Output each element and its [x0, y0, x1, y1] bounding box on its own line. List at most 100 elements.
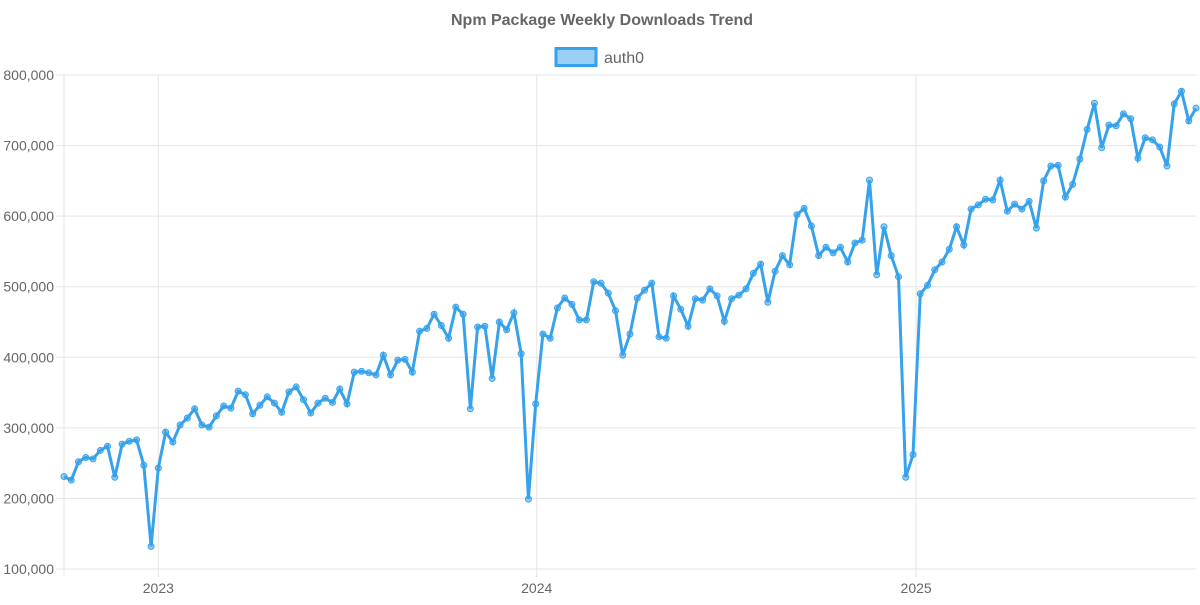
- data-point[interactable]: [321, 394, 329, 402]
- data-point[interactable]: [234, 387, 242, 395]
- data-point[interactable]: [67, 476, 75, 484]
- data-point[interactable]: [931, 266, 939, 274]
- data-point[interactable]: [198, 421, 206, 429]
- data-point[interactable]: [604, 289, 612, 297]
- data-point[interactable]: [89, 455, 97, 463]
- data-point[interactable]: [641, 286, 649, 294]
- data-point[interactable]: [524, 495, 532, 503]
- data-point[interactable]: [873, 271, 881, 279]
- data-point[interactable]: [292, 383, 300, 391]
- data-point[interactable]: [336, 385, 344, 393]
- legend[interactable]: auth0: [554, 47, 644, 68]
- data-point[interactable]: [517, 350, 525, 358]
- data-point[interactable]: [706, 285, 714, 293]
- data-point[interactable]: [111, 473, 119, 481]
- data-point[interactable]: [807, 222, 815, 230]
- data-point[interactable]: [212, 412, 220, 420]
- data-point[interactable]: [147, 542, 155, 550]
- data-point[interactable]: [916, 290, 924, 298]
- data-point[interactable]: [699, 296, 707, 304]
- data-point[interactable]: [1083, 125, 1091, 133]
- data-point[interactable]: [1032, 224, 1040, 232]
- data-point[interactable]: [894, 273, 902, 281]
- data-point[interactable]: [423, 324, 431, 332]
- data-point[interactable]: [481, 322, 489, 330]
- data-point[interactable]: [532, 400, 540, 408]
- data-point[interactable]: [162, 428, 170, 436]
- data-point[interactable]: [670, 292, 678, 300]
- data-point[interactable]: [611, 307, 619, 315]
- data-point[interactable]: [394, 356, 402, 364]
- data-point[interactable]: [379, 351, 387, 359]
- data-point[interactable]: [626, 330, 634, 338]
- data-point[interactable]: [307, 409, 315, 417]
- data-point[interactable]: [104, 442, 112, 450]
- data-point[interactable]: [372, 371, 380, 379]
- data-point[interactable]: [982, 195, 990, 203]
- data-point[interactable]: [60, 473, 68, 481]
- data-point[interactable]: [1098, 144, 1106, 152]
- data-point[interactable]: [1112, 122, 1120, 130]
- data-point[interactable]: [720, 317, 728, 325]
- data-point[interactable]: [96, 446, 104, 454]
- data-point[interactable]: [546, 334, 554, 342]
- data-point[interactable]: [757, 260, 765, 268]
- data-point[interactable]: [815, 252, 823, 260]
- data-point[interactable]: [742, 285, 750, 293]
- data-point[interactable]: [1011, 200, 1019, 208]
- data-point[interactable]: [778, 252, 786, 260]
- data-point[interactable]: [437, 322, 445, 330]
- data-point[interactable]: [960, 241, 968, 249]
- data-point[interactable]: [539, 330, 547, 338]
- data-point[interactable]: [865, 176, 873, 184]
- data-point[interactable]: [459, 310, 467, 318]
- data-point[interactable]: [387, 371, 395, 379]
- data-point[interactable]: [764, 298, 772, 306]
- data-point[interactable]: [582, 316, 590, 324]
- data-point[interactable]: [191, 405, 199, 413]
- data-point[interactable]: [1054, 161, 1062, 169]
- data-point[interactable]: [430, 310, 438, 318]
- data-point[interactable]: [974, 201, 982, 209]
- data-point[interactable]: [844, 258, 852, 266]
- data-point[interactable]: [1127, 115, 1135, 123]
- data-point[interactable]: [989, 196, 997, 204]
- data-point[interactable]: [1061, 193, 1069, 201]
- data-point[interactable]: [452, 303, 460, 311]
- data-point[interactable]: [561, 294, 569, 302]
- data-point[interactable]: [227, 404, 235, 412]
- data-point[interactable]: [183, 414, 191, 422]
- data-point[interactable]: [597, 279, 605, 287]
- data-point[interactable]: [1047, 162, 1055, 170]
- data-point[interactable]: [1156, 143, 1164, 151]
- data-point[interactable]: [176, 421, 184, 429]
- data-point[interactable]: [263, 393, 271, 401]
- data-point[interactable]: [1105, 121, 1113, 129]
- data-point[interactable]: [858, 236, 866, 244]
- data-point[interactable]: [684, 322, 692, 330]
- data-point[interactable]: [401, 355, 409, 363]
- data-point[interactable]: [1018, 205, 1026, 213]
- data-point[interactable]: [495, 318, 503, 326]
- data-point[interactable]: [249, 410, 257, 418]
- data-point[interactable]: [358, 367, 366, 375]
- data-point[interactable]: [314, 399, 322, 407]
- data-point[interactable]: [633, 294, 641, 302]
- data-point[interactable]: [408, 368, 416, 376]
- data-point[interactable]: [1141, 134, 1149, 142]
- data-point[interactable]: [880, 223, 888, 231]
- data-point[interactable]: [909, 451, 917, 459]
- data-point[interactable]: [1025, 197, 1033, 205]
- data-point[interactable]: [662, 334, 670, 342]
- data-point[interactable]: [728, 295, 736, 303]
- data-point[interactable]: [735, 291, 743, 299]
- data-point[interactable]: [648, 279, 656, 287]
- data-point[interactable]: [749, 269, 757, 277]
- data-point[interactable]: [822, 243, 830, 251]
- data-point[interactable]: [278, 408, 286, 416]
- data-point[interactable]: [350, 368, 358, 376]
- data-point[interactable]: [568, 300, 576, 308]
- data-point[interactable]: [1185, 117, 1193, 125]
- data-point[interactable]: [133, 436, 141, 444]
- data-point[interactable]: [1134, 154, 1142, 162]
